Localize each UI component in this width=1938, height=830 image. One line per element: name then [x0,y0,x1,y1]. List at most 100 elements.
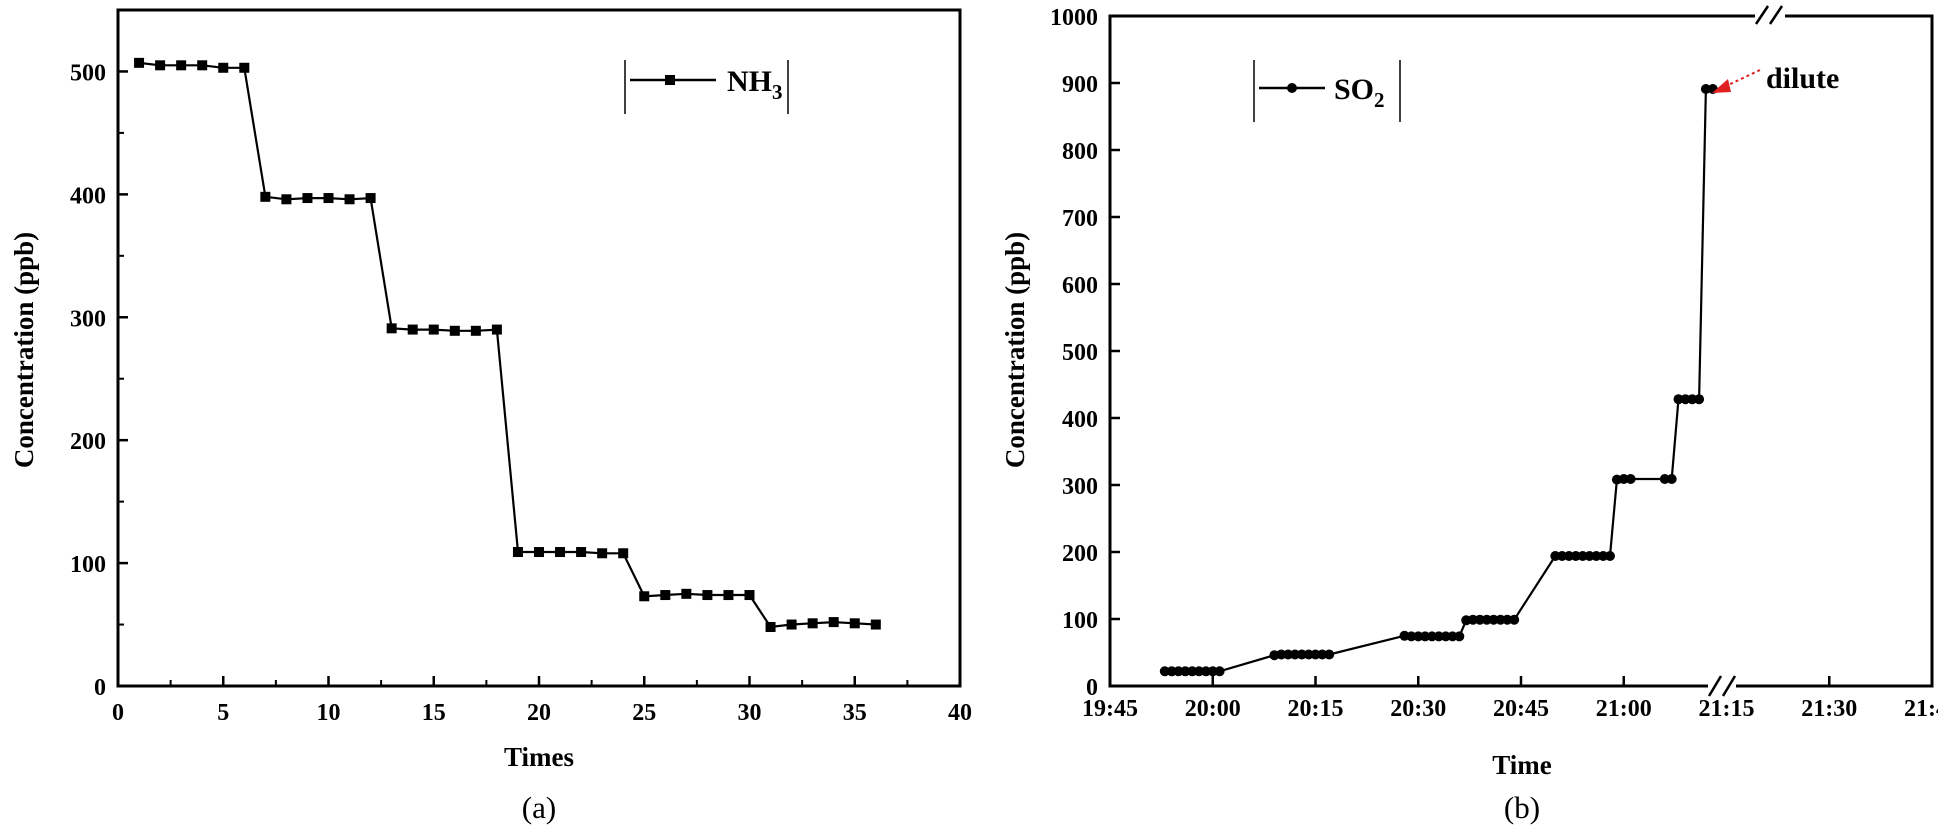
x-tick-label-b: 20:00 [1185,696,1241,722]
nh3-data-point [786,619,797,630]
panel-label-a: (a) [522,790,556,825]
nh3-data-point [176,60,187,71]
so2-data-point [1283,649,1294,660]
nh3-data-point [155,60,166,71]
nh3-data-point [828,617,839,628]
nh3-data-point [323,193,334,204]
x-tick-label-a: 10 [317,700,341,726]
x-tick-label-b: 20:30 [1390,696,1446,722]
so2-data-point [1194,666,1204,677]
so2-data-point [1180,666,1191,677]
y-tick-label-a: 300 [70,306,106,332]
axis-break-marks [1707,4,1785,698]
nh3-data-point [281,194,292,205]
nh3-series-line [138,61,876,629]
so2-data-point [1591,551,1602,561]
so2-data-point [1605,551,1615,561]
y-tick-label-b: 1000 [1050,5,1098,31]
nh3-data-point [344,194,355,205]
panel-label-b: (b) [1504,790,1540,825]
dilute-arrow [1723,69,1761,88]
x-tick-label-a: 30 [738,700,762,726]
plot-frame-b [1108,14,1934,688]
so2-data-point [1200,666,1211,677]
nh3-data-point [260,191,271,202]
so2-data-point [1666,474,1677,484]
nh3-data-point [302,193,313,204]
x-tick-label-b: 21:45 [1904,696,1938,722]
so2-series-line [1164,87,1713,673]
y-tick-label-a: 0 [94,675,106,701]
so2-data-point [1557,551,1568,561]
so2-data-point [1406,631,1417,642]
legend-b-circle-marker [1287,83,1297,93]
dilute-label: dilute [1766,62,1839,95]
nh3-data-point [449,325,460,336]
panel-b-so2-chart: 19:45 20:00 20:15 20:30 20:45 21:00 21:15 21:30… [1000,4,1938,825]
so2-data-point [1214,666,1225,677]
nh3-data-point [807,618,818,629]
nh3-data-point [218,62,229,73]
y-tick-label-b: 200 [1062,541,1098,567]
nh3-data-point [660,590,671,601]
plot-frame-a [116,8,962,688]
so2-data-point [1570,551,1581,561]
x-tick-label-b: 20:45 [1493,696,1549,722]
so2-data-point [1159,666,1170,677]
x-tick-label-b: 21:30 [1801,696,1857,722]
nh3-data-point [639,591,650,602]
y-tick-label-a: 100 [70,552,106,578]
dilute-arrowhead [1712,79,1731,93]
nh3-data-point [534,547,544,558]
nh3-data-point [407,324,418,335]
y-tick-label-a: 500 [70,60,106,86]
legend-a-label: NH3 [727,65,783,104]
y-tick-label-b: 300 [1062,474,1098,500]
x-tick-label-a: 40 [948,700,972,726]
legend-b: SO2 [1253,60,1401,122]
legend-a-square-marker [665,75,675,85]
x-axis-title-b: Time [1492,750,1552,780]
x-tick-label-a: 20 [527,700,551,726]
legend-a: NH3 [624,60,789,114]
nh3-data-point [134,57,145,68]
so2-data-point [1694,394,1705,405]
nh3-data-point [428,324,439,335]
so2-data-point [1488,614,1499,625]
y-tick-label-b: 800 [1062,139,1098,165]
y-tick-label-a: 200 [70,429,106,455]
nh3-data-point [365,193,376,204]
so2-data-point [1433,631,1444,642]
so2-data-point [1474,614,1485,625]
nh3-data-point [681,588,692,599]
nh3-data-point [576,547,587,558]
y-axis-title-a: Concentration (ppb) [9,232,39,468]
nh3-data-point [723,590,734,601]
so2-data-point [1468,614,1478,625]
x-tick-label-a: 15 [422,700,446,726]
nh3-data-point [597,548,608,559]
y-tick-label-b: 400 [1062,407,1098,433]
y-tick-label-b: 100 [1062,608,1098,634]
so2-data-point [1502,614,1513,625]
so2-data-point [1625,474,1636,484]
nh3-data-point [870,619,881,630]
nh3-data-point [555,547,566,558]
y-axis-title-b: Concentration (ppb) [1000,232,1030,468]
so2-data-point [1680,394,1691,405]
nh3-data-point [512,547,523,558]
y-tick-label-a: 400 [70,183,106,209]
so2-data-point [1700,84,1711,94]
nh3-data-point [765,622,776,633]
so2-data-point [1454,631,1465,642]
nh3-data-point [197,60,208,71]
nh3-data-point [702,590,713,601]
nh3-data-point [618,548,629,559]
y-tick-label-b: 700 [1062,206,1098,232]
x-tick-label-b: 20:15 [1288,696,1344,722]
nh3-data-point [470,325,481,336]
x-tick-label-b: 21:15 [1699,696,1755,722]
so2-data-point [1420,631,1431,642]
x-tick-label-a: 5 [217,700,229,726]
